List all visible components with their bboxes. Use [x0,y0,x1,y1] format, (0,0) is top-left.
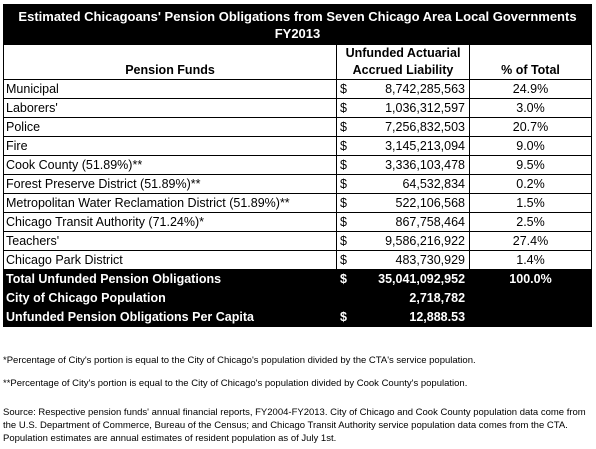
population-dollar-blank [336,288,357,308]
per-capita-pct-blank [469,307,592,327]
table-row: Forest Preserve District (51.89%)** $64,5… [3,174,592,194]
footnote-cta: *Percentage of City's portion is equal t… [3,355,476,366]
total-label: Total Unfunded Pension Obligations [3,269,337,289]
table-row: Fire $3,145,213,094 9.0% [3,136,592,156]
pct-of-total: 24.9% [469,79,592,99]
pct-of-total: 1.5% [469,193,592,213]
dollar-sign: $ [336,212,357,232]
table-row: Teachers' $9,586,216,922 27.4% [3,231,592,251]
liability-amount: 8,742,285,563 [356,79,471,99]
pct-of-total: 1.4% [469,250,592,270]
total-dollar: $ [336,269,357,289]
table-row: Chicago Transit Authority (71.24%)* $867,… [3,212,592,232]
liability-amount: 64,532,834 [356,174,471,194]
header-liability-line-2: Accrued Liability [352,63,454,77]
liability-amount: 522,106,568 [356,193,471,213]
liability-amount: 3,145,213,094 [356,136,471,156]
pct-of-total: 20.7% [469,117,592,137]
table-body: Municipal $8,742,285,563 24.9% Laborers' $1,… [3,79,592,270]
per-capita-value: 12,888.53 [356,307,471,327]
liability-amount: 9,586,216,922 [356,231,471,251]
table-row: Metropolitan Water Reclamation District … [3,193,592,213]
dollar-sign: $ [336,231,357,251]
liability-amount: 1,036,312,597 [356,98,471,118]
pct-of-total: 0.2% [469,174,592,194]
total-amount: 35,041,092,952 [356,269,471,289]
header-pct-total: % of Total [469,44,592,80]
table-title: Estimated Chicagoans' Pension Obligation… [3,4,592,44]
pct-of-total: 9.5% [469,155,592,175]
population-row: City of Chicago Population 2,718,782 [3,288,592,308]
per-capita-label: Unfunded Pension Obligations Per Capita [3,307,337,327]
pct-of-total: 3.0% [469,98,592,118]
fund-name: Forest Preserve District (51.89%)** [3,174,337,194]
table-header-row: Pension Funds Unfunded Actuarial Accrued… [3,44,592,80]
dollar-sign: $ [336,155,357,175]
fund-name: Laborers' [3,98,337,118]
table-row: Cook County (51.89%)** $3,336,103,478 9.5% [3,155,592,175]
header-pension-funds: Pension Funds [3,44,337,80]
liability-amount: 483,730,929 [356,250,471,270]
fund-name: Municipal [3,79,337,99]
title-line-2: FY2013 [274,26,321,41]
fund-name: Fire [3,136,337,156]
title-line-1: Estimated Chicagoans' Pension Obligation… [18,9,577,24]
source-note: Source: Respective pension funds' annual… [3,407,586,444]
pct-of-total: 9.0% [469,136,592,156]
total-pct: 100.0% [469,269,592,289]
pension-table-container: Estimated Chicagoans' Pension Obligation… [3,4,592,327]
fund-name: Cook County (51.89%)** [3,155,337,175]
liability-amount: 3,336,103,478 [356,155,471,175]
pct-of-total: 27.4% [469,231,592,251]
pension-table: Pension Funds Unfunded Actuarial Accrued… [3,44,592,327]
fund-name: Police [3,117,337,137]
footnote-cook-county: **Percentage of City's portion is equal … [3,378,468,389]
per-capita-row: Unfunded Pension Obligations Per Capita … [3,307,592,327]
dollar-sign: $ [336,117,357,137]
table-row: Police $7,256,832,503 20.7% [3,117,592,137]
liability-amount: 7,256,832,503 [356,117,471,137]
dollar-sign: $ [336,79,357,99]
table-row: Laborers' $1,036,312,597 3.0% [3,98,592,118]
population-pct-blank [469,288,592,308]
total-row: Total Unfunded Pension Obligations $ 35,… [3,269,592,289]
liability-amount: 867,758,464 [356,212,471,232]
dollar-sign: $ [336,193,357,213]
per-capita-dollar: $ [336,307,357,327]
fund-name: Teachers' [3,231,337,251]
header-liability: Unfunded Actuarial Accrued Liability [335,44,471,80]
dollar-sign: $ [336,174,357,194]
table-row: Municipal $8,742,285,563 24.9% [3,79,592,99]
fund-name: Chicago Transit Authority (71.24%)* [3,212,337,232]
dollar-sign: $ [336,98,357,118]
dollar-sign: $ [336,136,357,156]
header-liability-line-1: Unfunded Actuarial [345,46,461,60]
population-value: 2,718,782 [356,288,471,308]
dollar-sign: $ [336,250,357,270]
pct-of-total: 2.5% [469,212,592,232]
table-row: Chicago Park District $483,730,929 1.4% [3,250,592,270]
population-label: City of Chicago Population [3,288,337,308]
fund-name: Metropolitan Water Reclamation District … [3,193,337,213]
fund-name: Chicago Park District [3,250,337,270]
